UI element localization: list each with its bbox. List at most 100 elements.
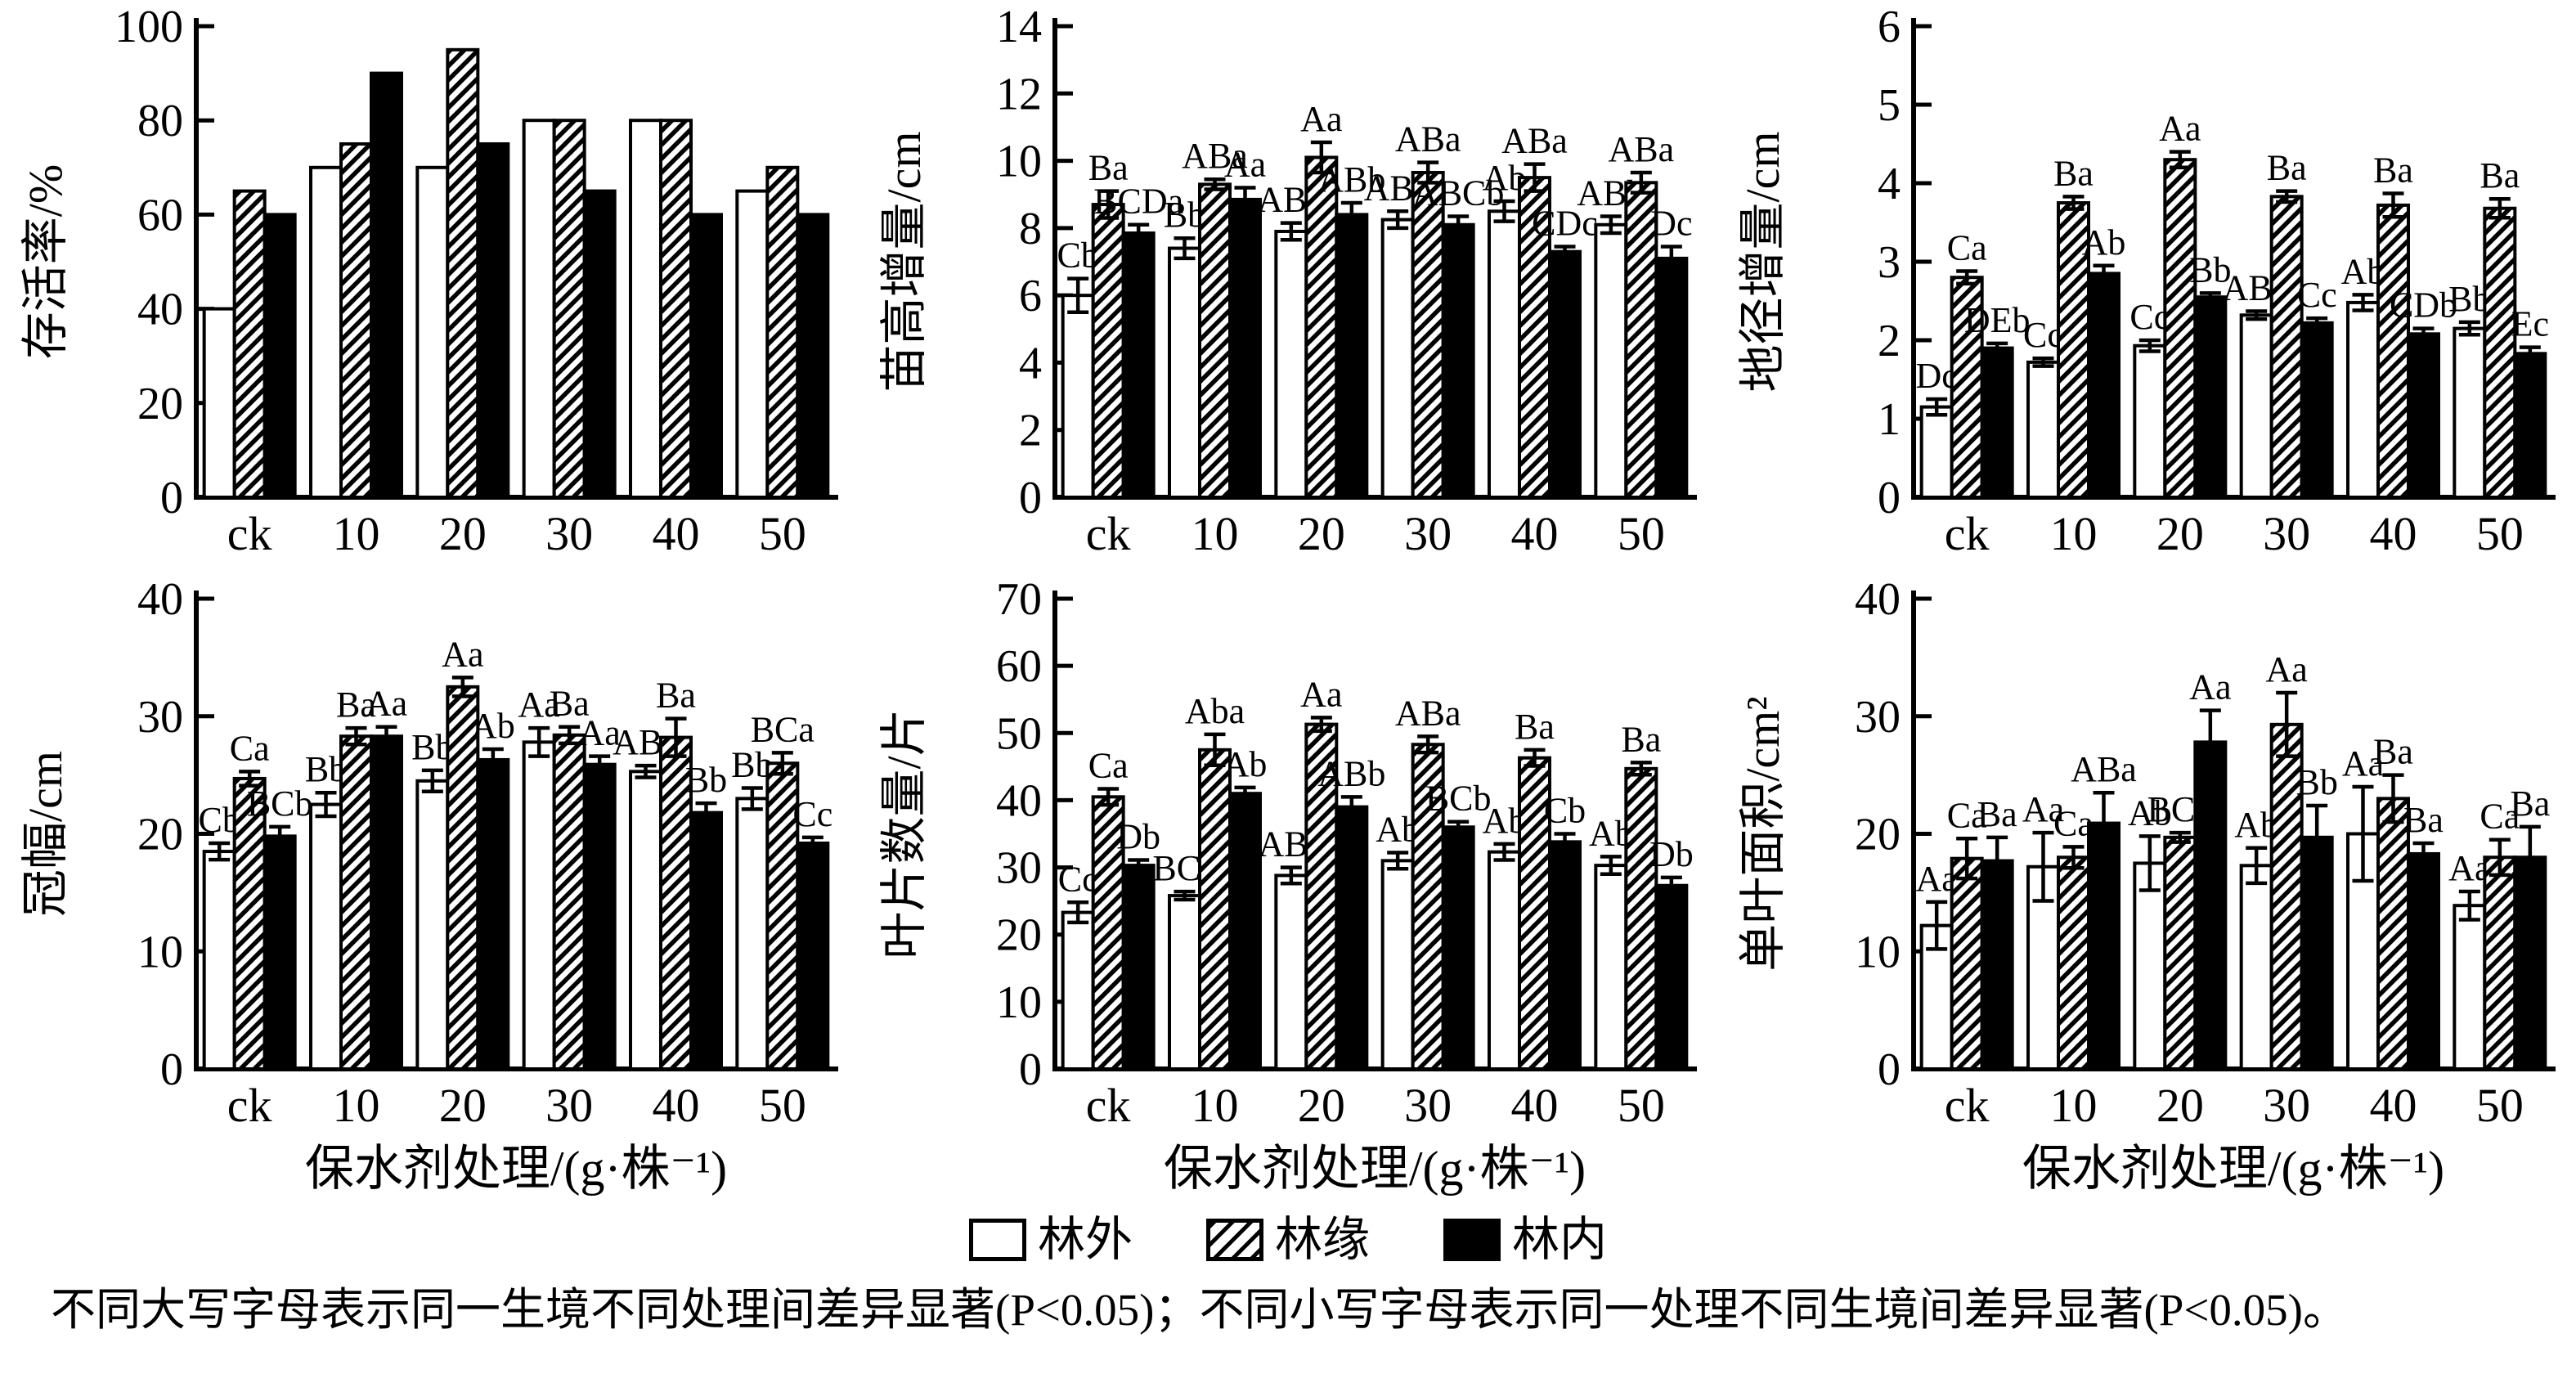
bar-black	[2407, 851, 2440, 1071]
sig-letter: Aa	[579, 713, 621, 753]
bar-hatch	[1198, 748, 1232, 1071]
bar-hatch	[765, 165, 800, 500]
bar-hatch	[339, 142, 373, 499]
sig-letter: ABa	[1395, 119, 1461, 159]
y-tick-label: 80	[137, 96, 183, 146]
sig-letter: CDc	[1532, 203, 1598, 243]
x-axis-title: 保水剂处理/(g·株⁻¹)	[305, 1142, 727, 1196]
bar-hatch	[2057, 855, 2090, 1071]
hatch-bar-swatch-icon	[1205, 1219, 1263, 1261]
sig-letter: Bb	[685, 760, 727, 800]
bar-white	[1488, 850, 1521, 1071]
sig-letter: ABa	[1501, 121, 1568, 161]
bar-black	[796, 213, 830, 499]
sig-letter: ABb	[1317, 159, 1385, 200]
legend-item-inside-forest: 林内	[1443, 1216, 1607, 1264]
bar-white	[1274, 873, 1308, 1071]
sig-letter: ABCb	[1412, 173, 1504, 213]
sig-letter: ABb	[1317, 753, 1385, 793]
x-category-label: 50	[759, 1079, 806, 1132]
sig-letter: Cc	[2023, 315, 2063, 355]
sig-letter: Cc	[2297, 275, 2337, 315]
bar-white	[2133, 344, 2167, 499]
chart-leaf-count-svg: 010203040506070叶片数量/片ckCcCaDb10BCcAbaAb2…	[877, 574, 1697, 1196]
x-category-label: 10	[2050, 1079, 2098, 1132]
chart-single-leaf-area: 0 10 20 30 40 单叶面积/cm² ck Aa Ca Ba 10 Aa Ca ABa 20 Ab BC…	[1717, 573, 2576, 1206]
sig-letter: Ba	[2267, 148, 2307, 188]
bar-white	[2239, 313, 2273, 499]
bar-black	[1335, 213, 1369, 499]
y-tick-label: 10	[137, 927, 183, 977]
x-category-label: ck	[1945, 507, 1990, 560]
y-tick-label: 50	[996, 708, 1042, 759]
y-tick-label: 60	[996, 641, 1042, 692]
y-tick-label: 40	[996, 775, 1042, 826]
bar-black	[1335, 805, 1369, 1071]
bar-hatch	[1304, 155, 1339, 499]
chart-survival-rate-svg: 0 20 40 60 80 100 存活率/% ck 10 20 30 40 50	[19, 2, 838, 560]
sig-letter: Aa	[1300, 99, 1342, 139]
y-tick-label: 0	[160, 473, 183, 523]
bar-black	[370, 734, 403, 1071]
x-category-label: 50	[2476, 507, 2524, 560]
y-tick-label: 30	[137, 692, 183, 743]
x-category-label: 30	[545, 507, 593, 560]
bar-hatch	[1950, 856, 1984, 1071]
bar-white	[1380, 859, 1415, 1071]
bar-black	[689, 213, 723, 499]
sig-letter: Ab	[2082, 222, 2126, 263]
sig-letter: BCb	[247, 784, 313, 824]
bar-black	[1980, 859, 2014, 1071]
chart-leaf-count: 0 10 20 30 40 50 60 70 叶片数量/片 ck Cc Ca Db 10 BCc Aba Ab 2…	[859, 573, 1717, 1206]
sig-letter: Bb	[2296, 762, 2337, 802]
sig-letter: Ca	[230, 728, 270, 768]
bar-black	[582, 189, 617, 499]
y-tick-label: 12	[996, 69, 1042, 119]
y-tick-label: 6	[1878, 2, 1901, 52]
x-category-label: 30	[1404, 507, 1452, 560]
sig-letter: ABa	[1182, 136, 1248, 176]
sig-letter: ABa	[1395, 693, 1461, 733]
sig-letter: Ca	[1947, 228, 1987, 268]
x-category-label: 30	[2263, 1079, 2310, 1132]
chart-seedling-height-increment-svg: 02468101214苗高增量/cmckCbBaBCDa10BbABaAa20A…	[877, 2, 1697, 560]
sig-letter: Bb	[2189, 249, 2231, 290]
x-category-label: 20	[439, 507, 487, 560]
bar-black	[2407, 332, 2440, 499]
bar-black	[1548, 249, 1582, 499]
sig-letter: BCb	[1425, 779, 1492, 819]
x-category-label: ck	[1086, 507, 1131, 560]
x-category-label: 40	[2370, 507, 2417, 560]
y-tick-label: 8	[1019, 204, 1042, 254]
legend-item-forest-edge: 林缘	[1205, 1216, 1370, 1264]
bar-white	[202, 307, 236, 499]
chart-seedling-height-increment: 0 2 4 6 8 10 12 14 苗高增量/cm ck Cb Ba BCDa 10 Bb ABa Aa 20 A…	[859, 0, 1717, 573]
bar-white	[1488, 209, 1521, 499]
bar-hatch	[232, 189, 267, 499]
y-tick-label: 3	[1878, 237, 1901, 288]
bar-white	[2453, 904, 2487, 1071]
bar-black	[1654, 883, 1689, 1071]
sig-letter: Db	[1649, 834, 1694, 874]
bar-hatch	[659, 119, 693, 499]
y-tick-label: 4	[1019, 338, 1042, 388]
bar-white	[1594, 864, 1628, 1071]
y-tick-label: 20	[137, 379, 183, 429]
charts-grid: 0 20 40 60 80 100 存活率/% ck 10 20 30 40 50 0 2 4 6 8 10 12 1…	[19, 0, 2576, 1206]
bar-white	[1380, 218, 1415, 499]
bar-white	[2453, 326, 2487, 499]
y-tick-label: 100	[114, 2, 183, 52]
bar-hatch	[552, 119, 586, 499]
bar-black	[2300, 835, 2334, 1071]
x-category-label: 40	[1511, 1079, 1559, 1132]
sig-letter: Ba	[2480, 155, 2520, 195]
sig-letter: Ba	[2373, 150, 2413, 190]
sig-letter: Ba	[1515, 707, 1555, 747]
bar-black	[2193, 740, 2228, 1071]
x-category-label: 20	[1298, 507, 1345, 560]
sig-letter: Aa	[442, 634, 483, 674]
y-tick-label: 40	[137, 574, 183, 625]
bar-white	[1594, 222, 1628, 499]
bar-black	[2087, 821, 2120, 1071]
y-tick-label: 60	[137, 190, 183, 240]
